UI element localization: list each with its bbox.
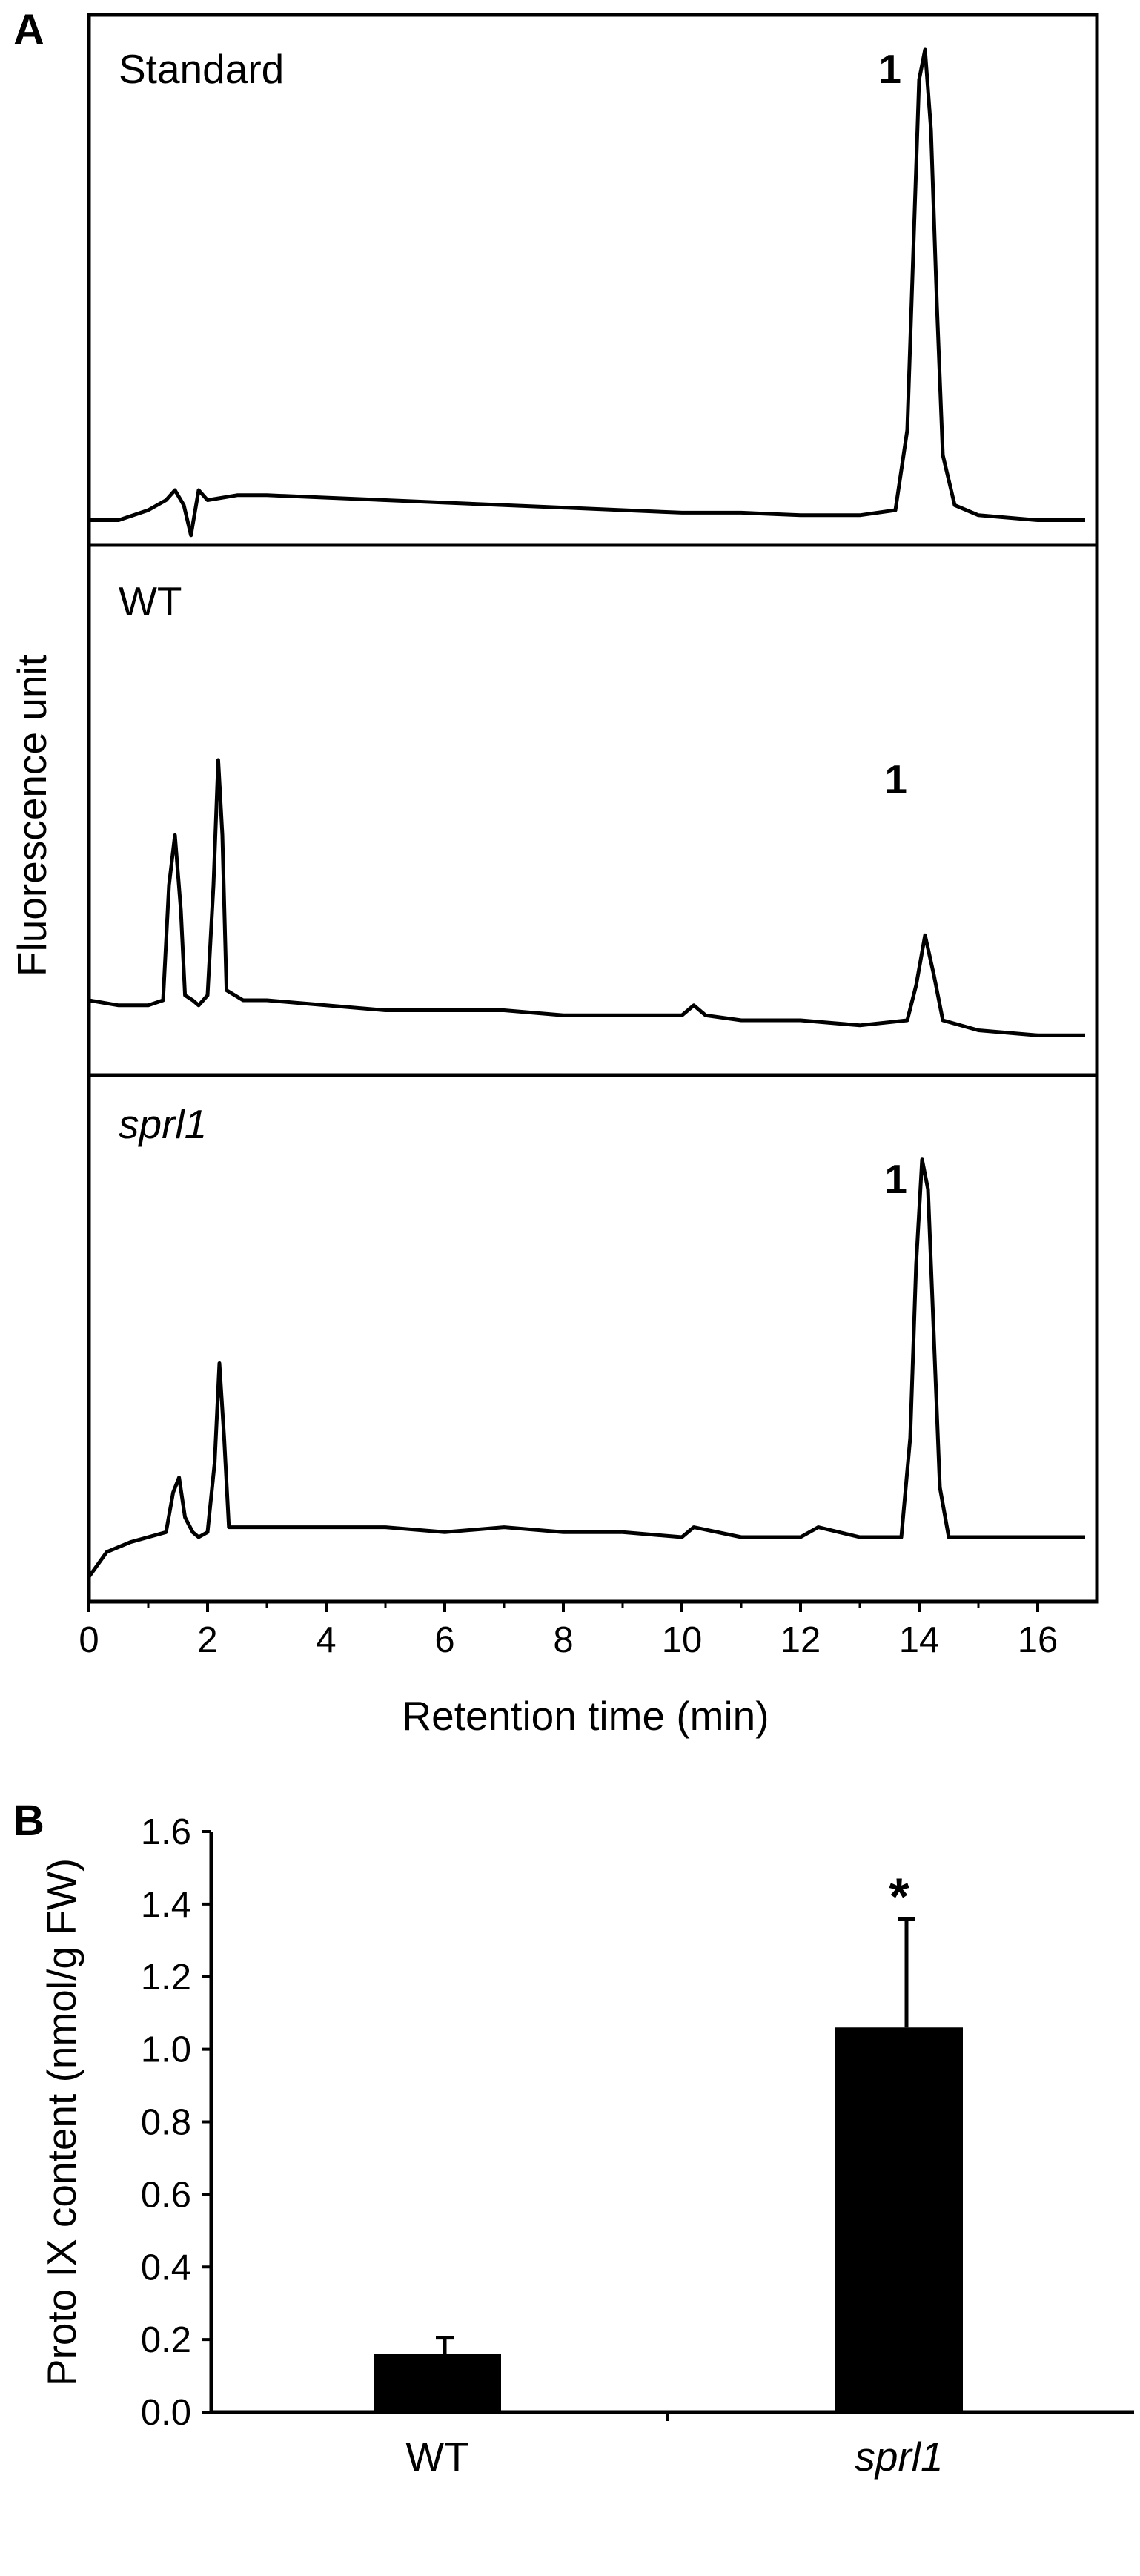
y-tick-label: 0.4 <box>141 2248 191 2288</box>
bar-y-ticks: 0.0 0.2 0.4 0.6 0.8 1.0 1.2 1.4 1.6 <box>141 1812 211 2433</box>
y-tick-label: 1.2 <box>141 1958 191 1998</box>
panel-a-label: A <box>13 6 44 54</box>
x-tick-label: 10 <box>662 1620 703 1660</box>
significance-star: * <box>889 1867 909 1925</box>
retention-time-axis: 0 2 4 6 8 10 12 14 16 <box>79 1602 1058 1660</box>
x-tick-label: 4 <box>316 1620 336 1660</box>
y-tick-label: 0.8 <box>141 2103 191 2143</box>
x-tick-label: 12 <box>781 1620 821 1660</box>
sprl1-trace-frame <box>87 1073 1099 1604</box>
trace-name-wt: WT <box>119 578 182 624</box>
x-tick-label: 14 <box>899 1620 940 1660</box>
bar-category-label: WT <box>405 2434 469 2480</box>
peak-labels: 1 1 1 <box>878 46 907 1202</box>
x-tick-label: 6 <box>434 1620 454 1660</box>
trace-line-1 <box>88 758 1085 1037</box>
fluorescence-axis-title: Fluorescence unit <box>9 655 55 977</box>
y-tick-label: 0.0 <box>141 2393 191 2433</box>
trace-line-2 <box>87 1157 1085 1579</box>
bars: * <box>374 1867 963 2421</box>
y-tick-label: 0.2 <box>141 2320 191 2360</box>
x-tick-label: 0 <box>79 1620 99 1660</box>
trace-name-standard: Standard <box>119 46 284 92</box>
peak-label-2: 1 <box>884 1156 907 1202</box>
panel-b-label: B <box>13 1797 44 1845</box>
x-tick-label: 2 <box>197 1620 217 1660</box>
bar-1 <box>835 2027 963 2412</box>
proto-ix-axis-title: Proto IX content (nmol/g FW) <box>39 1858 84 2386</box>
retention-time-axis-title: Retention time (min) <box>402 1693 769 1739</box>
y-tick-label: 1.6 <box>141 1812 191 1852</box>
bar-0 <box>374 2354 501 2412</box>
y-tick-label: 0.6 <box>141 2175 191 2215</box>
bar-x-labels: WT sprl1 <box>405 2434 943 2480</box>
trace-line-0 <box>89 47 1085 538</box>
y-tick-label: 1.0 <box>141 2030 191 2070</box>
bar-category-label: sprl1 <box>855 2434 943 2480</box>
peak-label-1: 1 <box>884 756 907 802</box>
x-tick-label: 16 <box>1018 1620 1058 1660</box>
trace-name-sprl1: sprl1 <box>119 1101 207 1147</box>
peak-label-0: 1 <box>878 46 901 92</box>
chromatogram-traces <box>87 47 1085 1579</box>
wt-trace-frame <box>87 543 1099 1077</box>
x-tick-label: 8 <box>553 1620 573 1660</box>
y-tick-label: 1.4 <box>141 1885 191 1925</box>
